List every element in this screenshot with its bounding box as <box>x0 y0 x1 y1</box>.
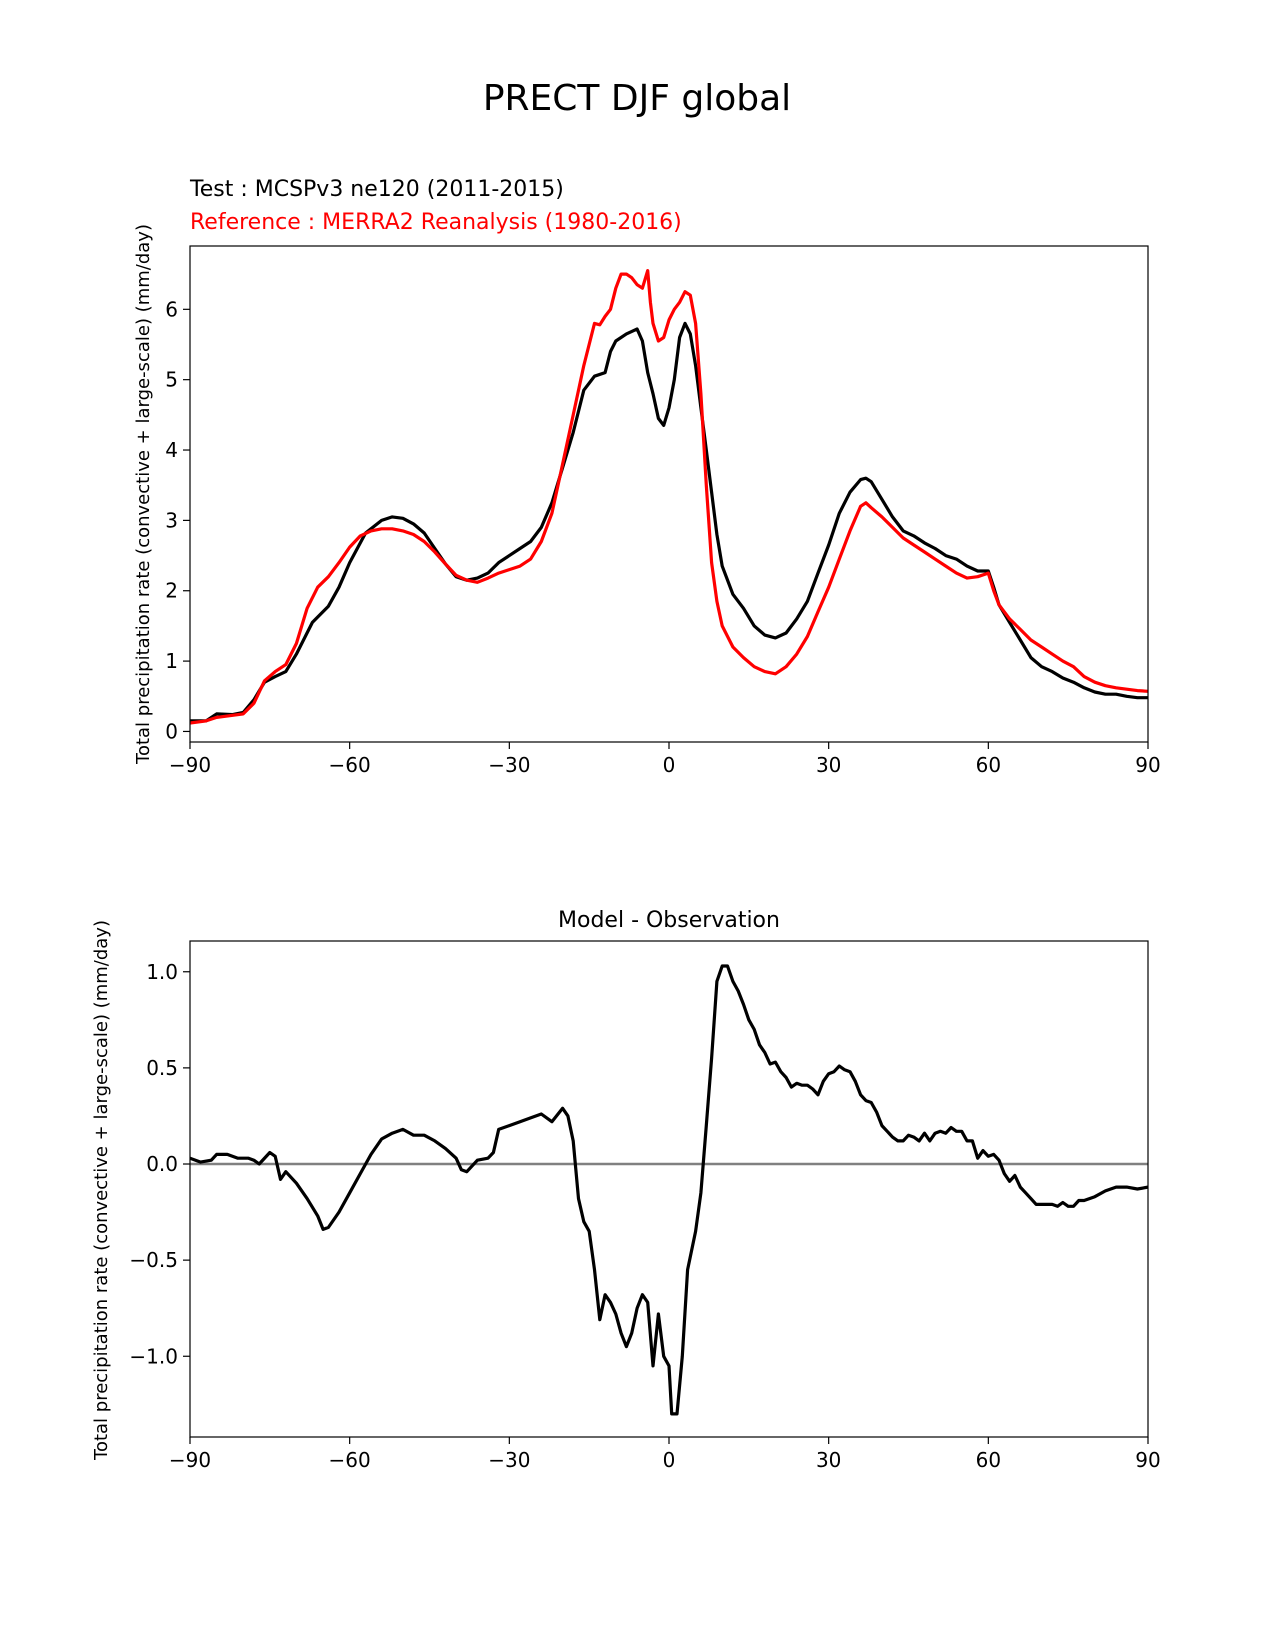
top-y-tick-label: 0 <box>165 719 178 743</box>
bottom-chart-title: Model - Observation <box>558 908 780 933</box>
reference-legend-label: Reference : MERRA2 Reanalysis (1980-2016… <box>190 210 682 235</box>
bottom-x-tick-label: 90 <box>1135 1448 1160 1472</box>
top-y-axis-label: Total precipitation rate (convective + l… <box>133 224 154 765</box>
bottom-x-tick-label: 30 <box>816 1448 841 1472</box>
top-x-tick-label: 0 <box>663 753 676 777</box>
bottom-x-tick-label: 0 <box>663 1448 676 1472</box>
bottom-y-ticks: −1.0 −0.5 0.0 0.5 1.0 <box>129 960 190 1368</box>
bottom-y-tick-label: 0.5 <box>146 1056 178 1080</box>
bottom-y-axis-label: Total precipitation rate (convective + l… <box>91 920 112 1461</box>
top-x-ticks: −90 −60 −30 0 30 60 90 <box>169 742 1161 777</box>
bottom-plot-lines <box>190 964 1148 1416</box>
bottom-y-tick-label: −0.5 <box>129 1248 178 1272</box>
bottom-y-tick-label: 0.0 <box>146 1152 178 1176</box>
bottom-series-line-0 <box>190 964 1148 1416</box>
top-chart-panel: Test : MCSPv3 ne120 (2011-2015) Referenc… <box>133 177 1161 777</box>
top-plot-lines <box>190 269 1148 725</box>
bottom-x-ticks: −90 −60 −30 0 30 60 90 <box>169 1437 1161 1472</box>
top-series-line-1 <box>190 269 1148 725</box>
bottom-y-tick-label: −1.0 <box>129 1344 178 1368</box>
top-x-tick-label: −30 <box>488 753 530 777</box>
top-y-tick-label: 5 <box>165 368 178 392</box>
top-y-tick-label: 1 <box>165 649 178 673</box>
top-y-tick-label: 4 <box>165 438 178 462</box>
top-x-tick-label: −60 <box>329 753 371 777</box>
figure-title: PRECT DJF global <box>483 78 791 119</box>
bottom-x-tick-label: 60 <box>976 1448 1001 1472</box>
bottom-x-tick-label: −90 <box>169 1448 211 1472</box>
top-x-tick-label: 30 <box>816 753 841 777</box>
bottom-y-tick-label: 1.0 <box>146 960 178 984</box>
top-y-tick-label: 2 <box>165 579 178 603</box>
top-x-tick-label: 60 <box>976 753 1001 777</box>
bottom-chart-panel: Model - Observation Total precipitation … <box>91 908 1161 1472</box>
top-x-tick-label: 90 <box>1135 753 1160 777</box>
top-y-tick-label: 6 <box>165 297 178 321</box>
top-y-tick-label: 3 <box>165 508 178 532</box>
bottom-x-tick-label: −60 <box>329 1448 371 1472</box>
bottom-x-tick-label: −30 <box>488 1448 530 1472</box>
top-series-line-0 <box>190 321 1148 723</box>
top-y-ticks: 0 1 2 3 4 5 6 <box>165 297 190 743</box>
test-legend-label: Test : MCSPv3 ne120 (2011-2015) <box>189 177 564 202</box>
top-x-tick-label: −90 <box>169 753 211 777</box>
